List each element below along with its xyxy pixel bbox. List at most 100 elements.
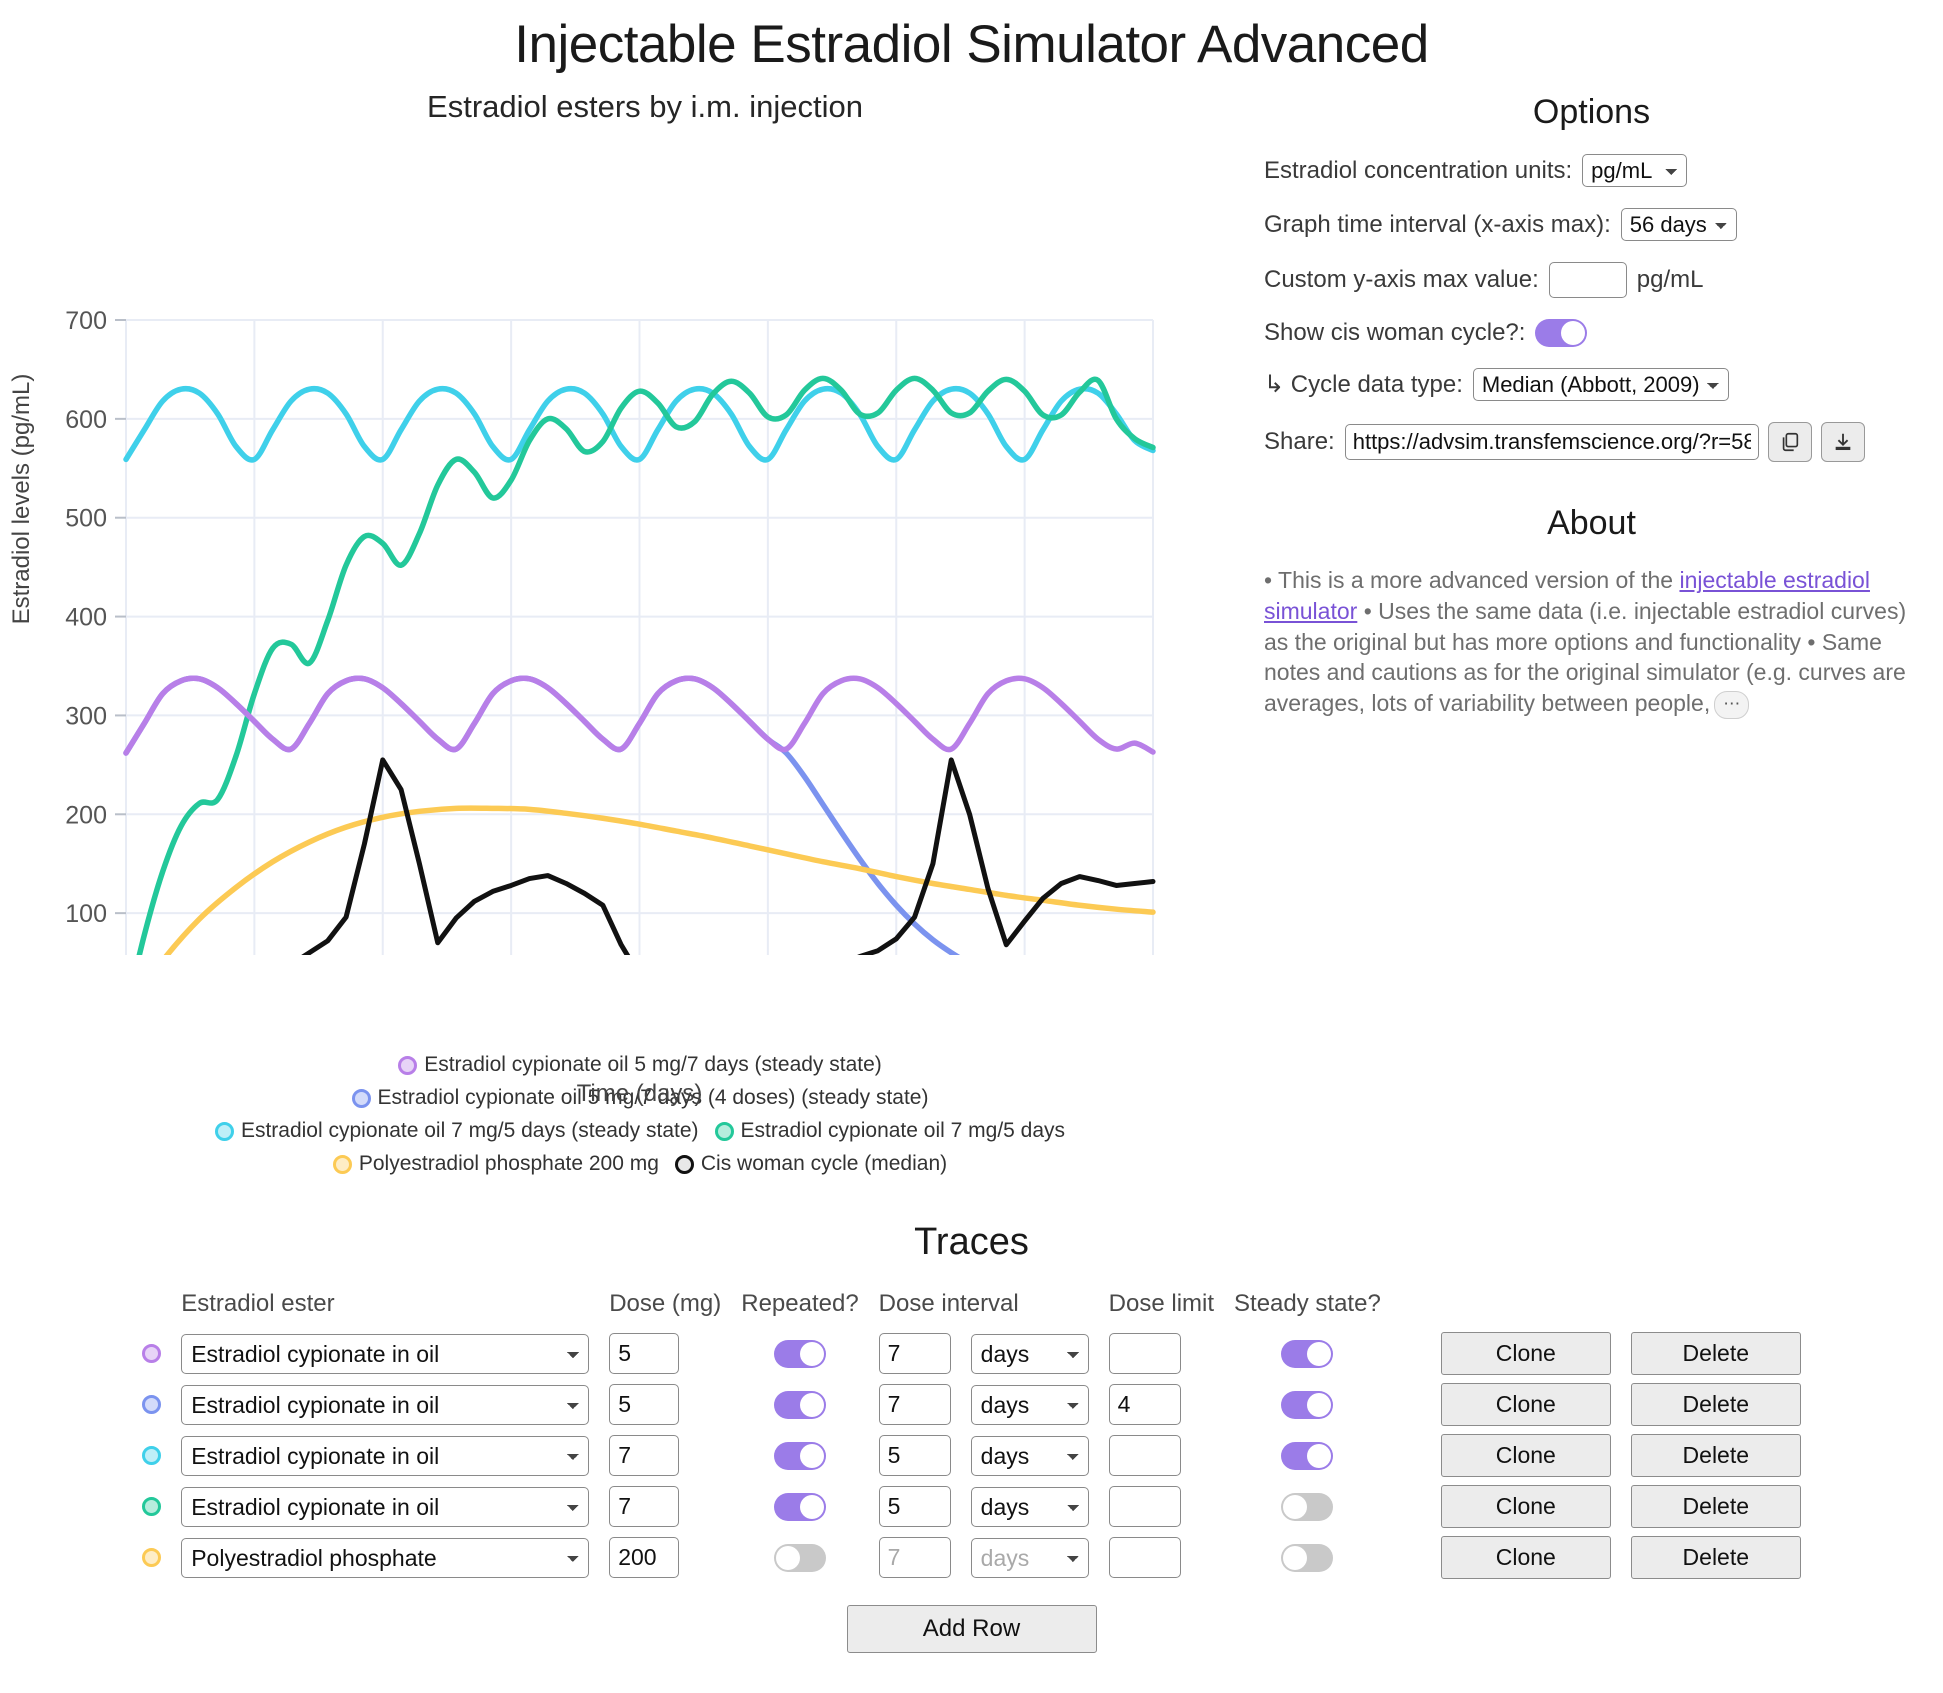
trace-interval-unit-select[interactable]: daysweeksmonths — [970, 1333, 1089, 1374]
trace-repeated-toggle[interactable] — [773, 1390, 826, 1419]
trace-interval-unit-cell: daysweeksmonths — [961, 1481, 1099, 1532]
trace-repeated-cell — [731, 1532, 868, 1583]
units-row: Estradiol concentration units: pg/mLpmol… — [1240, 154, 1943, 187]
time-interval-row: Graph time interval (x-axis max): 7 days… — [1240, 208, 1943, 241]
delete-button[interactable]: Delete — [1630, 1332, 1801, 1375]
trace-dose-input[interactable] — [609, 1435, 680, 1476]
trace-repeated-toggle[interactable] — [773, 1441, 826, 1470]
show-cis-cycle-toggle[interactable] — [1535, 319, 1588, 347]
about-text: • This is a more advanced version of the… — [1264, 565, 1919, 720]
trace-ester-cell: Estradiol cypionate in oilEstradiol vale… — [171, 1328, 599, 1379]
injectable-simulator-link[interactable]: injectable estradiol simulator — [1264, 567, 1870, 624]
trace-color-dot — [142, 1395, 162, 1414]
trace-color-cell — [132, 1532, 171, 1583]
trace-ester-select[interactable]: Estradiol cypionate in oilEstradiol vale… — [181, 1384, 590, 1425]
trace-ester-cell: Estradiol cypionate in oilEstradiol vale… — [171, 1481, 599, 1532]
delete-button[interactable]: Delete — [1630, 1485, 1801, 1528]
trace-dose-input[interactable] — [609, 1384, 680, 1425]
trace-color-cell — [132, 1481, 171, 1532]
trace-dose-limit-input[interactable] — [1108, 1384, 1181, 1425]
chart-column: Estradiol esters by i.m. injection 07142… — [0, 75, 1240, 1185]
trace-limit-cell — [1099, 1481, 1224, 1532]
trace-color-cell — [132, 1430, 171, 1481]
about-expand-button[interactable]: ⋯ — [1714, 691, 1750, 720]
trace-delete-cell: Delete — [1621, 1532, 1811, 1583]
trace-repeated-toggle[interactable] — [773, 1339, 826, 1368]
estradiol-line-chart[interactable]: 07142128354249560100200300400500600700 — [0, 125, 1240, 955]
trace-interval-input[interactable] — [878, 1486, 951, 1527]
copy-icon[interactable] — [1767, 422, 1812, 462]
trace-interval-unit-select[interactable]: daysweeksmonths — [970, 1384, 1089, 1425]
trace-interval-input[interactable] — [878, 1333, 951, 1374]
trace-steady-cell — [1224, 1532, 1391, 1583]
time-interval-select[interactable]: 7 days14 days28 days56 days84 days — [1620, 208, 1737, 241]
trace-dose-limit-input[interactable] — [1108, 1333, 1181, 1374]
trace-repeated-toggle[interactable] — [773, 1543, 826, 1572]
trace-clone-cell: Clone — [1391, 1430, 1621, 1481]
trace-row: Estradiol cypionate in oilEstradiol vale… — [132, 1481, 1811, 1532]
col-ester: Estradiol ester — [181, 1290, 335, 1317]
legend-item[interactable]: Estradiol cypionate oil 5 mg/7 days (ste… — [398, 1053, 882, 1077]
trace-dose-input[interactable] — [609, 1537, 680, 1578]
share-url-input[interactable] — [1344, 424, 1759, 460]
clone-button[interactable]: Clone — [1440, 1434, 1611, 1477]
legend-item[interactable]: Estradiol cypionate oil 5 mg/7 days (4 d… — [351, 1086, 928, 1110]
delete-button[interactable]: Delete — [1630, 1434, 1801, 1477]
trace-interval-unit-select[interactable]: daysweeksmonths — [970, 1537, 1089, 1578]
about-heading: About — [1547, 504, 1636, 542]
legend-color-dot — [714, 1121, 734, 1141]
ymax-input[interactable] — [1548, 262, 1627, 298]
trace-interval-cell — [869, 1430, 961, 1481]
trace-steady-cell — [1224, 1481, 1391, 1532]
trace-dose-limit-input[interactable] — [1108, 1486, 1181, 1527]
delete-button[interactable]: Delete — [1630, 1383, 1801, 1426]
trace-interval-unit-cell: daysweeksmonths — [961, 1379, 1099, 1430]
legend-item[interactable]: Cis woman cycle (median) — [674, 1152, 947, 1176]
trace-dose-input[interactable] — [609, 1333, 680, 1374]
trace-steady-cell — [1224, 1430, 1391, 1481]
trace-dose-limit-input[interactable] — [1108, 1435, 1181, 1476]
trace-steady-state-toggle[interactable] — [1281, 1441, 1334, 1470]
trace-steady-state-toggle[interactable] — [1281, 1492, 1334, 1521]
trace-steady-state-toggle[interactable] — [1281, 1543, 1334, 1572]
legend-item[interactable]: Estradiol cypionate oil 7 mg/5 days — [714, 1119, 1066, 1143]
trace-dose-limit-input[interactable] — [1108, 1537, 1181, 1578]
download-icon[interactable] — [1820, 422, 1865, 462]
trace-dose-input[interactable] — [609, 1486, 680, 1527]
trace-interval-cell — [869, 1328, 961, 1379]
trace-ester-select[interactable]: Estradiol cypionate in oilEstradiol vale… — [181, 1435, 590, 1476]
legend-row: Estradiol cypionate oil 5 mg/7 days (4 d… — [40, 1086, 1240, 1110]
clone-button[interactable]: Clone — [1440, 1485, 1611, 1528]
options-column: Options Estradiol concentration units: p… — [1240, 75, 1943, 720]
trace-ester-select[interactable]: Estradiol cypionate in oilEstradiol vale… — [181, 1486, 590, 1527]
ymax-label: Custom y-axis max value: — [1264, 266, 1539, 293]
legend-row: Estradiol cypionate oil 5 mg/7 days (ste… — [40, 1053, 1240, 1077]
legend-color-dot — [214, 1121, 234, 1141]
trace-steady-state-toggle[interactable] — [1281, 1390, 1334, 1419]
trace-ester-select[interactable]: Estradiol cypionate in oilEstradiol vale… — [181, 1333, 590, 1374]
delete-button[interactable]: Delete — [1630, 1536, 1801, 1579]
clone-button[interactable]: Clone — [1440, 1383, 1611, 1426]
trace-repeated-toggle[interactable] — [773, 1492, 826, 1521]
col-actions-2 — [1621, 1290, 1811, 1328]
clone-button[interactable]: Clone — [1440, 1536, 1611, 1579]
trace-interval-input[interactable] — [878, 1537, 951, 1578]
trace-interval-unit-select[interactable]: daysweeksmonths — [970, 1435, 1089, 1476]
cycle-type-select[interactable]: Median (Abbott, 2009)Mean (Abbott, 2009)… — [1472, 368, 1729, 401]
units-select[interactable]: pg/mLpmol/L — [1582, 154, 1688, 187]
legend-item[interactable]: Polyestradiol phosphate 200 mg — [332, 1152, 659, 1176]
trace-interval-input[interactable] — [878, 1435, 951, 1476]
trace-ester-select[interactable]: Estradiol cypionate in oilEstradiol vale… — [181, 1537, 590, 1578]
x-axis-label: Time (days) — [576, 1080, 703, 1107]
trace-dose-cell — [599, 1430, 731, 1481]
add-row-button[interactable]: Add Row — [846, 1605, 1097, 1653]
legend-item[interactable]: Estradiol cypionate oil 7 mg/5 days (ste… — [214, 1119, 699, 1143]
trace-steady-cell — [1224, 1379, 1391, 1430]
trace-interval-unit-select[interactable]: daysweeksmonths — [970, 1486, 1089, 1527]
trace-interval-input[interactable] — [878, 1384, 951, 1425]
trace-steady-state-toggle[interactable] — [1281, 1339, 1334, 1368]
trace-repeated-cell — [731, 1481, 868, 1532]
options-heading: Options — [1532, 93, 1651, 131]
legend-label: Estradiol cypionate oil 7 mg/5 days — [740, 1119, 1066, 1142]
clone-button[interactable]: Clone — [1440, 1332, 1611, 1375]
